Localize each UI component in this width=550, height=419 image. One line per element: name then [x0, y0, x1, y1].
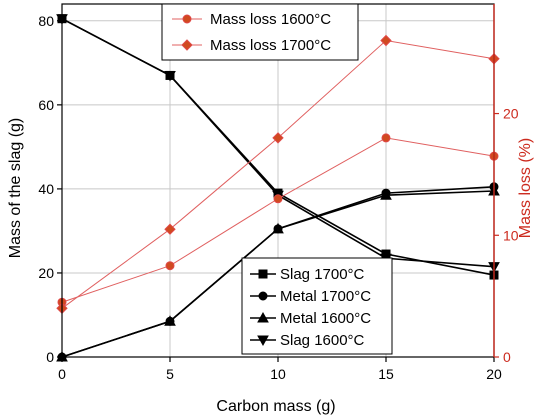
data-point — [164, 315, 176, 326]
data-point — [165, 261, 175, 271]
legend-label: Mass loss 1700°C — [210, 37, 331, 54]
y-right-tick-label: 0 — [503, 349, 511, 365]
x-tick-label: 10 — [270, 366, 286, 382]
y-axis-right-title: Mass loss (%) — [517, 138, 534, 238]
y-tick-label: 60 — [38, 97, 54, 113]
y-tick-label: 20 — [38, 265, 54, 281]
legend-marker — [181, 39, 193, 51]
legend-label: Slag 1700°C — [280, 266, 365, 283]
legend-label: Metal 1600°C — [280, 310, 371, 327]
legend-marker — [258, 291, 268, 301]
legend-label: Slag 1600°C — [280, 332, 365, 349]
y-tick-label: 0 — [46, 349, 54, 365]
legend-mass: Slag 1700°C Metal 1700°C Metal 1600°C Slag … — [241, 257, 393, 355]
data-point — [164, 223, 176, 235]
legend-mass-loss: Mass loss 1600°C Mass loss 1700°C — [161, 3, 359, 61]
data-point — [273, 194, 283, 204]
legend-box — [161, 3, 359, 61]
legend-marker — [182, 14, 192, 24]
x-axis-title: Carbon mass (g) — [216, 398, 335, 415]
y-axis-title: Mass of the slag (g) — [7, 118, 24, 259]
legend-label: Metal 1700°C — [280, 288, 371, 305]
data-point — [380, 189, 392, 200]
y-tick-label: 80 — [38, 13, 54, 29]
plot-series — [56, 14, 500, 362]
x-tick-label: 20 — [486, 366, 502, 382]
x-tick-label: 0 — [58, 366, 66, 382]
data-point — [164, 70, 176, 82]
y-right-tick-label: 20 — [503, 106, 519, 122]
y-right-tick-label: 10 — [503, 227, 519, 243]
legend-label: Mass loss 1600°C — [210, 11, 331, 28]
x-tick-label: 5 — [166, 366, 174, 382]
legend-marker — [257, 311, 269, 323]
data-point — [381, 133, 391, 143]
y-tick-label: 40 — [38, 181, 54, 197]
data-point — [380, 34, 392, 47]
data-point — [272, 222, 284, 234]
legend-marker — [258, 269, 268, 279]
data-point — [272, 132, 284, 144]
x-tick-label: 15 — [378, 366, 394, 382]
legend-marker — [257, 335, 269, 347]
